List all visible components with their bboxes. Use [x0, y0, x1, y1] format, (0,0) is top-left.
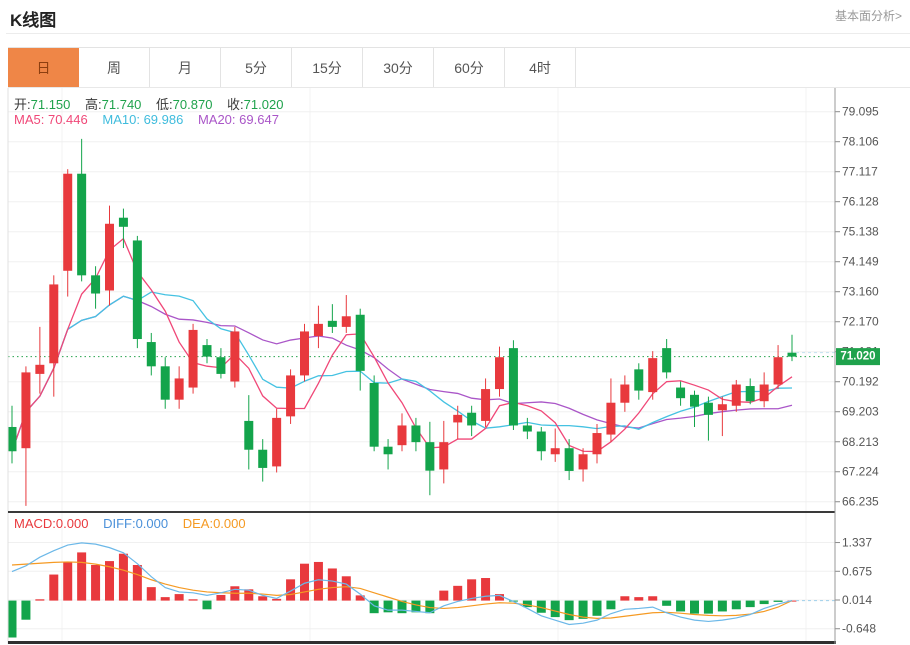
svg-text:79.095: 79.095: [842, 105, 879, 119]
fundamental-analysis-link[interactable]: 基本面分析>: [834, 9, 902, 23]
tab-60min[interactable]: 60分: [434, 48, 505, 88]
diff-label: DIFF:: [103, 516, 136, 531]
page-title: K线图: [10, 11, 57, 30]
svg-text:76.128: 76.128: [842, 195, 879, 209]
svg-text:70.192: 70.192: [842, 375, 879, 389]
svg-text:68.213: 68.213: [842, 435, 879, 449]
svg-text:78.106: 78.106: [842, 135, 879, 149]
ohlc-legend: 开:71.150 高:71.740 低:70.870 收:71.020: [14, 94, 294, 113]
ma-legend: MA5: 70.446 MA10: 69.986 MA20: 69.647: [14, 112, 290, 127]
svg-text:66.235: 66.235: [842, 495, 879, 509]
svg-text:75.138: 75.138: [842, 225, 879, 239]
ma10-value: 69.986: [143, 112, 184, 127]
macd-label: MACD:: [14, 516, 56, 531]
ma10-label: MA10:: [102, 112, 140, 127]
tab-month[interactable]: 月: [150, 48, 221, 88]
svg-text:71.020: 71.020: [840, 351, 875, 363]
svg-text:72.170: 72.170: [842, 315, 879, 329]
high-value: 71.740: [101, 97, 142, 112]
svg-text:67.224: 67.224: [842, 465, 879, 479]
ma20-label: MA20:: [197, 112, 236, 127]
svg-text:1.337: 1.337: [842, 536, 872, 550]
open-value: 71.150: [30, 97, 71, 112]
ma5-label: MA5:: [14, 112, 45, 127]
low-label: 低:: [156, 97, 173, 112]
svg-text:74.149: 74.149: [842, 255, 879, 269]
tab-15min[interactable]: 15分: [292, 48, 363, 88]
low-value: 70.870: [172, 97, 213, 112]
diff-value: 0.000: [135, 516, 169, 531]
high-label: 高:: [85, 97, 102, 112]
tab-week[interactable]: 周: [79, 48, 150, 88]
ma5-value: 70.446: [47, 112, 88, 127]
open-label: 开:: [14, 97, 31, 112]
close-label: 收:: [227, 97, 244, 112]
tab-4hour[interactable]: 4时: [505, 48, 576, 88]
tab-30min[interactable]: 30分: [363, 48, 434, 88]
tab-5min[interactable]: 5分: [221, 48, 292, 88]
svg-text:0.014: 0.014: [842, 593, 872, 607]
macd-value: 0.000: [55, 516, 89, 531]
svg-text:69.203: 69.203: [842, 405, 879, 419]
svg-text:73.160: 73.160: [842, 285, 879, 299]
svg-text:0.675: 0.675: [842, 564, 872, 578]
svg-text:-0.648: -0.648: [842, 622, 876, 636]
macd-legend: MACD:0.000 DIFF:0.000 DEA:0.000: [14, 516, 257, 531]
svg-text:77.117: 77.117: [842, 165, 878, 179]
close-value: 71.020: [243, 97, 284, 112]
dea-label: DEA:: [182, 516, 214, 531]
tab-day[interactable]: 日: [8, 48, 79, 88]
ma20-value: 69.647: [239, 112, 279, 127]
period-tabs: 日 周 月 5分 15分 30分 60分 4时: [8, 47, 910, 88]
chart-top-border: [8, 87, 910, 88]
dea-value: 0.000: [213, 516, 246, 531]
header-divider: [6, 33, 910, 34]
